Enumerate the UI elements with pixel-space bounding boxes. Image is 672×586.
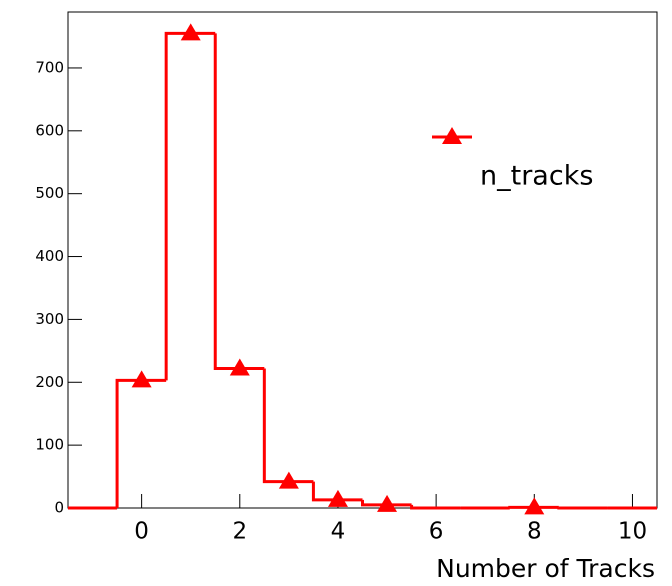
x-axis-label: Number of Tracks: [436, 554, 655, 583]
y-tick-label: 600: [35, 121, 64, 139]
marker: [180, 23, 201, 41]
y-tick-label: 400: [35, 247, 64, 265]
histogram-bin: [557, 506, 608, 510]
x-tick-label: 0: [134, 519, 149, 545]
y-tick-label: 500: [35, 184, 64, 202]
y-tick-label: 300: [35, 310, 64, 328]
marker: [278, 471, 299, 489]
histogram-bin: [164, 31, 216, 381]
histogram-bin: [311, 481, 363, 502]
y-tick-label: 200: [35, 373, 64, 391]
marker: [229, 358, 250, 376]
marker: [377, 494, 398, 512]
marker: [327, 489, 348, 507]
legend-label: n_tracks: [480, 161, 593, 192]
histogram-bin: [508, 505, 559, 509]
histogram-bin: [115, 378, 167, 508]
frame: [67, 11, 658, 509]
histogram-bin: [213, 33, 265, 370]
histogram-bin: [262, 368, 314, 484]
x-tick-label: 4: [331, 519, 346, 545]
marker: [131, 370, 152, 388]
x-tick-label: 6: [429, 519, 444, 545]
y-tick-label: 100: [35, 436, 64, 454]
y-tick-label: 700: [35, 58, 64, 76]
marker: [524, 497, 545, 515]
y-tick-label: 0: [54, 499, 64, 517]
x-tick-label: 10: [618, 519, 647, 545]
x-tick-label: 2: [232, 519, 247, 545]
x-tick-label: 8: [527, 519, 542, 545]
histogram-bin: [361, 499, 412, 507]
histogram-bin: [410, 504, 461, 510]
legend-marker: [442, 127, 462, 144]
